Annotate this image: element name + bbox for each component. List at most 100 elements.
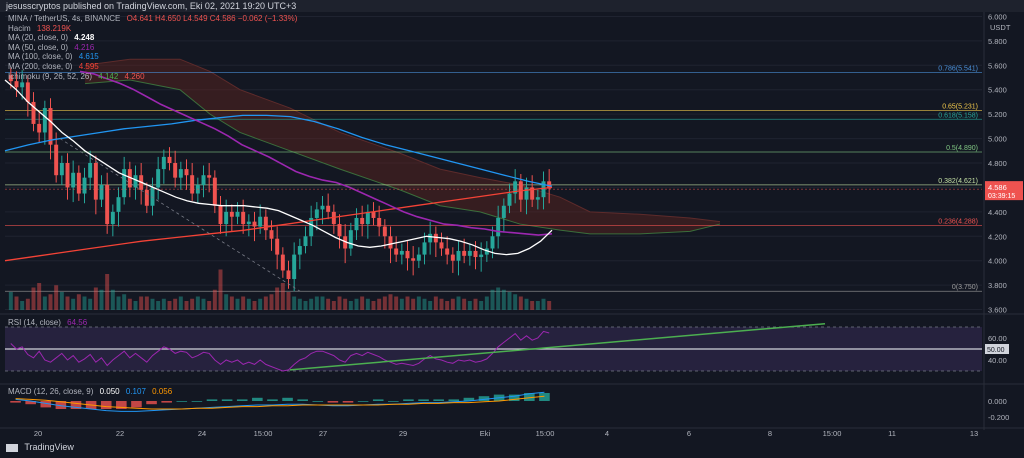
macd-histogram-bar (40, 401, 52, 408)
volume-bar (241, 296, 246, 310)
volume-bar (326, 298, 331, 310)
candle-body (456, 250, 461, 261)
ichimoku-span-a (84, 58, 721, 223)
ohlc-values: O4.641 H4.650 L4.549 C4.586 −0.062 (−1.3… (126, 14, 298, 23)
candle-body (127, 169, 132, 188)
volume-bar (139, 296, 144, 310)
macd-histogram-bar (357, 401, 369, 402)
candle-body (173, 163, 178, 178)
rsi-tick-label: 40.00 (988, 356, 1007, 365)
volume-bar (20, 301, 25, 310)
volume-bar (365, 298, 370, 310)
macd-histogram-bar (100, 401, 112, 409)
candle-body (59, 163, 64, 176)
price-tick-label: 4.400 (988, 208, 1007, 217)
ma20-value: 4.248 (74, 33, 95, 43)
candle-body (241, 211, 246, 225)
volume-bar (218, 269, 223, 310)
tradingview-logo-icon (6, 443, 18, 452)
candle-body (462, 250, 467, 256)
candle-body (286, 270, 291, 280)
macd-histogram-bar (236, 399, 248, 401)
macd-value-1: 0.050 (99, 387, 120, 396)
time-tick-label: 15:00 (823, 429, 842, 438)
candle-body (416, 254, 421, 261)
time-tick-label: 15:00 (536, 429, 555, 438)
ma200-value: 4.595 (78, 61, 99, 71)
macd-histogram-bar (10, 401, 21, 403)
ichimoku-label: Ichimoku (9, 26, 52, 26) (8, 71, 93, 81)
candle-body (229, 211, 234, 217)
volume-bar (116, 296, 121, 310)
time-tick-label: 22 (116, 429, 124, 438)
rsi-legend: RSI (14, close) 64.56 (8, 318, 87, 328)
macd-histogram-bar (267, 399, 278, 401)
price-tick-label: 5.200 (988, 110, 1007, 119)
macd-histogram-bar (539, 393, 550, 401)
tradingview-logo[interactable]: TradingView (6, 442, 74, 452)
candle-body (405, 250, 410, 259)
macd-value-3: 0.056 (152, 387, 173, 396)
legend-ichimoku-row: Ichimoku (9, 26, 52, 26) 4.142 4.260 (8, 72, 297, 82)
volume-bar (127, 298, 132, 310)
macd-histogram-bar (282, 397, 293, 401)
macd-tick-label: 0.000 (988, 397, 1007, 406)
last-price-countdown: 03:39:15 (988, 193, 1015, 200)
legend-ma50-row: MA (50, close, 0) 4.216 (8, 43, 297, 53)
candle-body (20, 82, 25, 88)
volume-bar (76, 294, 81, 310)
candle-body (184, 169, 189, 176)
candle-body (235, 211, 240, 217)
volume-bar (252, 301, 257, 310)
last-price-badge (985, 181, 1023, 201)
legend-ma100-row: MA (100, close, 0) 4.615 (8, 52, 297, 62)
macd-histogram-bar (403, 399, 414, 401)
candle-body (150, 187, 155, 206)
price-tick-label: 4.200 (988, 232, 1007, 241)
volume-bar (479, 301, 484, 310)
volume-bar (178, 296, 183, 310)
volume-bar (422, 298, 427, 310)
candle-body (48, 108, 53, 145)
price-tick-label: 4.000 (988, 257, 1007, 266)
macd-histogram-bar (418, 399, 429, 401)
candle-body (479, 254, 484, 258)
volume-bar (71, 298, 76, 310)
volume-bar (535, 301, 540, 310)
ma20-label: MA (20, close, 0) (8, 33, 69, 43)
candle-body (484, 248, 489, 255)
volume-bar (286, 292, 291, 310)
candle-body (76, 172, 81, 194)
macd-histogram-bar (372, 399, 384, 401)
candle-body (399, 250, 404, 255)
volume-bar (195, 296, 200, 310)
volume-bar (348, 301, 353, 310)
volume-bar (507, 292, 512, 310)
volume-bar (439, 298, 444, 310)
rsi-label: RSI (14, close) (8, 318, 61, 327)
candle-body (535, 197, 540, 200)
candle-body (439, 242, 444, 249)
ichimoku-value-2: 4.260 (124, 71, 145, 81)
candle-body (309, 217, 314, 237)
candle-body (343, 236, 348, 249)
candle-body (263, 216, 268, 231)
volume-bar (133, 301, 138, 310)
candle-body (382, 226, 387, 237)
candle-body (105, 184, 110, 225)
rsi-tick-label: 60.00 (988, 334, 1007, 343)
volume-bar (156, 301, 161, 310)
candle-body (212, 177, 217, 206)
price-tick-label: 5.600 (988, 61, 1007, 70)
candle-body (93, 163, 98, 200)
macd-histogram-bar (191, 401, 203, 402)
candle-body (303, 236, 308, 247)
volume-bar (337, 296, 342, 310)
candle-body (411, 258, 416, 261)
candle-body (88, 163, 93, 178)
macd-tick-label: -0.200 (988, 413, 1009, 422)
volume-bar (354, 298, 359, 310)
indicator-legend: MINA / TetherUS, 4s, BINANCE O4.641 H4.6… (8, 14, 297, 81)
macd-histogram-bar (221, 399, 233, 401)
